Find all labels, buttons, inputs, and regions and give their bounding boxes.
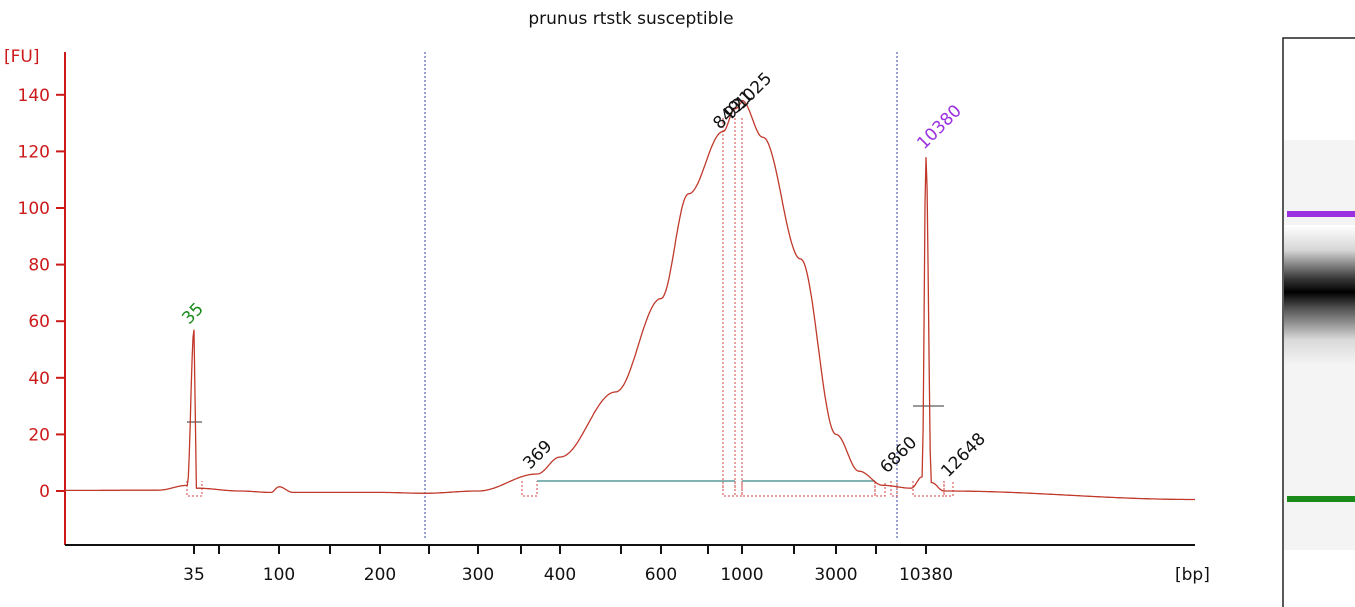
peak-label: 12648 [937, 429, 989, 481]
x-tick-label: 35 [183, 565, 205, 585]
x-ticks: 35 100 200 300 400 600 1000 3000 10380 [183, 545, 953, 585]
y-ticks: 0 20 40 60 80 100 120 140 [18, 86, 65, 502]
gel-lane [1282, 37, 1355, 607]
y-axis-label: [FU] [4, 47, 40, 67]
peak-label: 369 [519, 436, 556, 473]
y-tick-label: 60 [28, 312, 50, 332]
peak-integration-window [734, 481, 743, 497]
peak-integration-window [912, 481, 945, 497]
fluorescence-trace [65, 99, 1195, 501]
peak-integration-window [874, 481, 886, 497]
peak-label: 10380 [913, 101, 965, 153]
x-tick-label: 100 [263, 565, 295, 585]
y-tick-label: 140 [18, 86, 50, 106]
y-tick-label: 120 [18, 142, 50, 162]
peak-integration-window [943, 481, 954, 497]
x-tick-label: 200 [364, 565, 396, 585]
peak-label: 6860 [876, 433, 921, 478]
gel-lower-marker-band [1287, 496, 1355, 502]
x-axis-label: [bp] [1175, 565, 1210, 585]
x-tick-label: 400 [544, 565, 576, 585]
y-tick-label: 0 [39, 482, 50, 502]
chart-title: prunus rtstk susceptible [528, 9, 733, 29]
y-tick-label: 80 [28, 256, 50, 276]
x-tick-label: 10380 [899, 565, 953, 585]
peak-integration-window [521, 481, 538, 497]
y-tick-label: 40 [28, 369, 50, 389]
gel-smear-band [1284, 225, 1355, 365]
peak-integration-markers [186, 118, 954, 497]
y-tick-label: 20 [28, 425, 50, 445]
peak-integration-window [741, 481, 876, 497]
x-tick-label: 300 [462, 565, 494, 585]
gel-upper-marker-band [1287, 211, 1355, 217]
y-tick-label: 100 [18, 199, 50, 219]
peak-label: 35 [178, 299, 207, 328]
peak-integration-window [722, 481, 736, 497]
x-tick-label: 1000 [720, 565, 763, 585]
peak-integration-window [890, 481, 898, 497]
x-tick-label: 600 [645, 565, 677, 585]
x-tick-label: 3000 [814, 565, 857, 585]
